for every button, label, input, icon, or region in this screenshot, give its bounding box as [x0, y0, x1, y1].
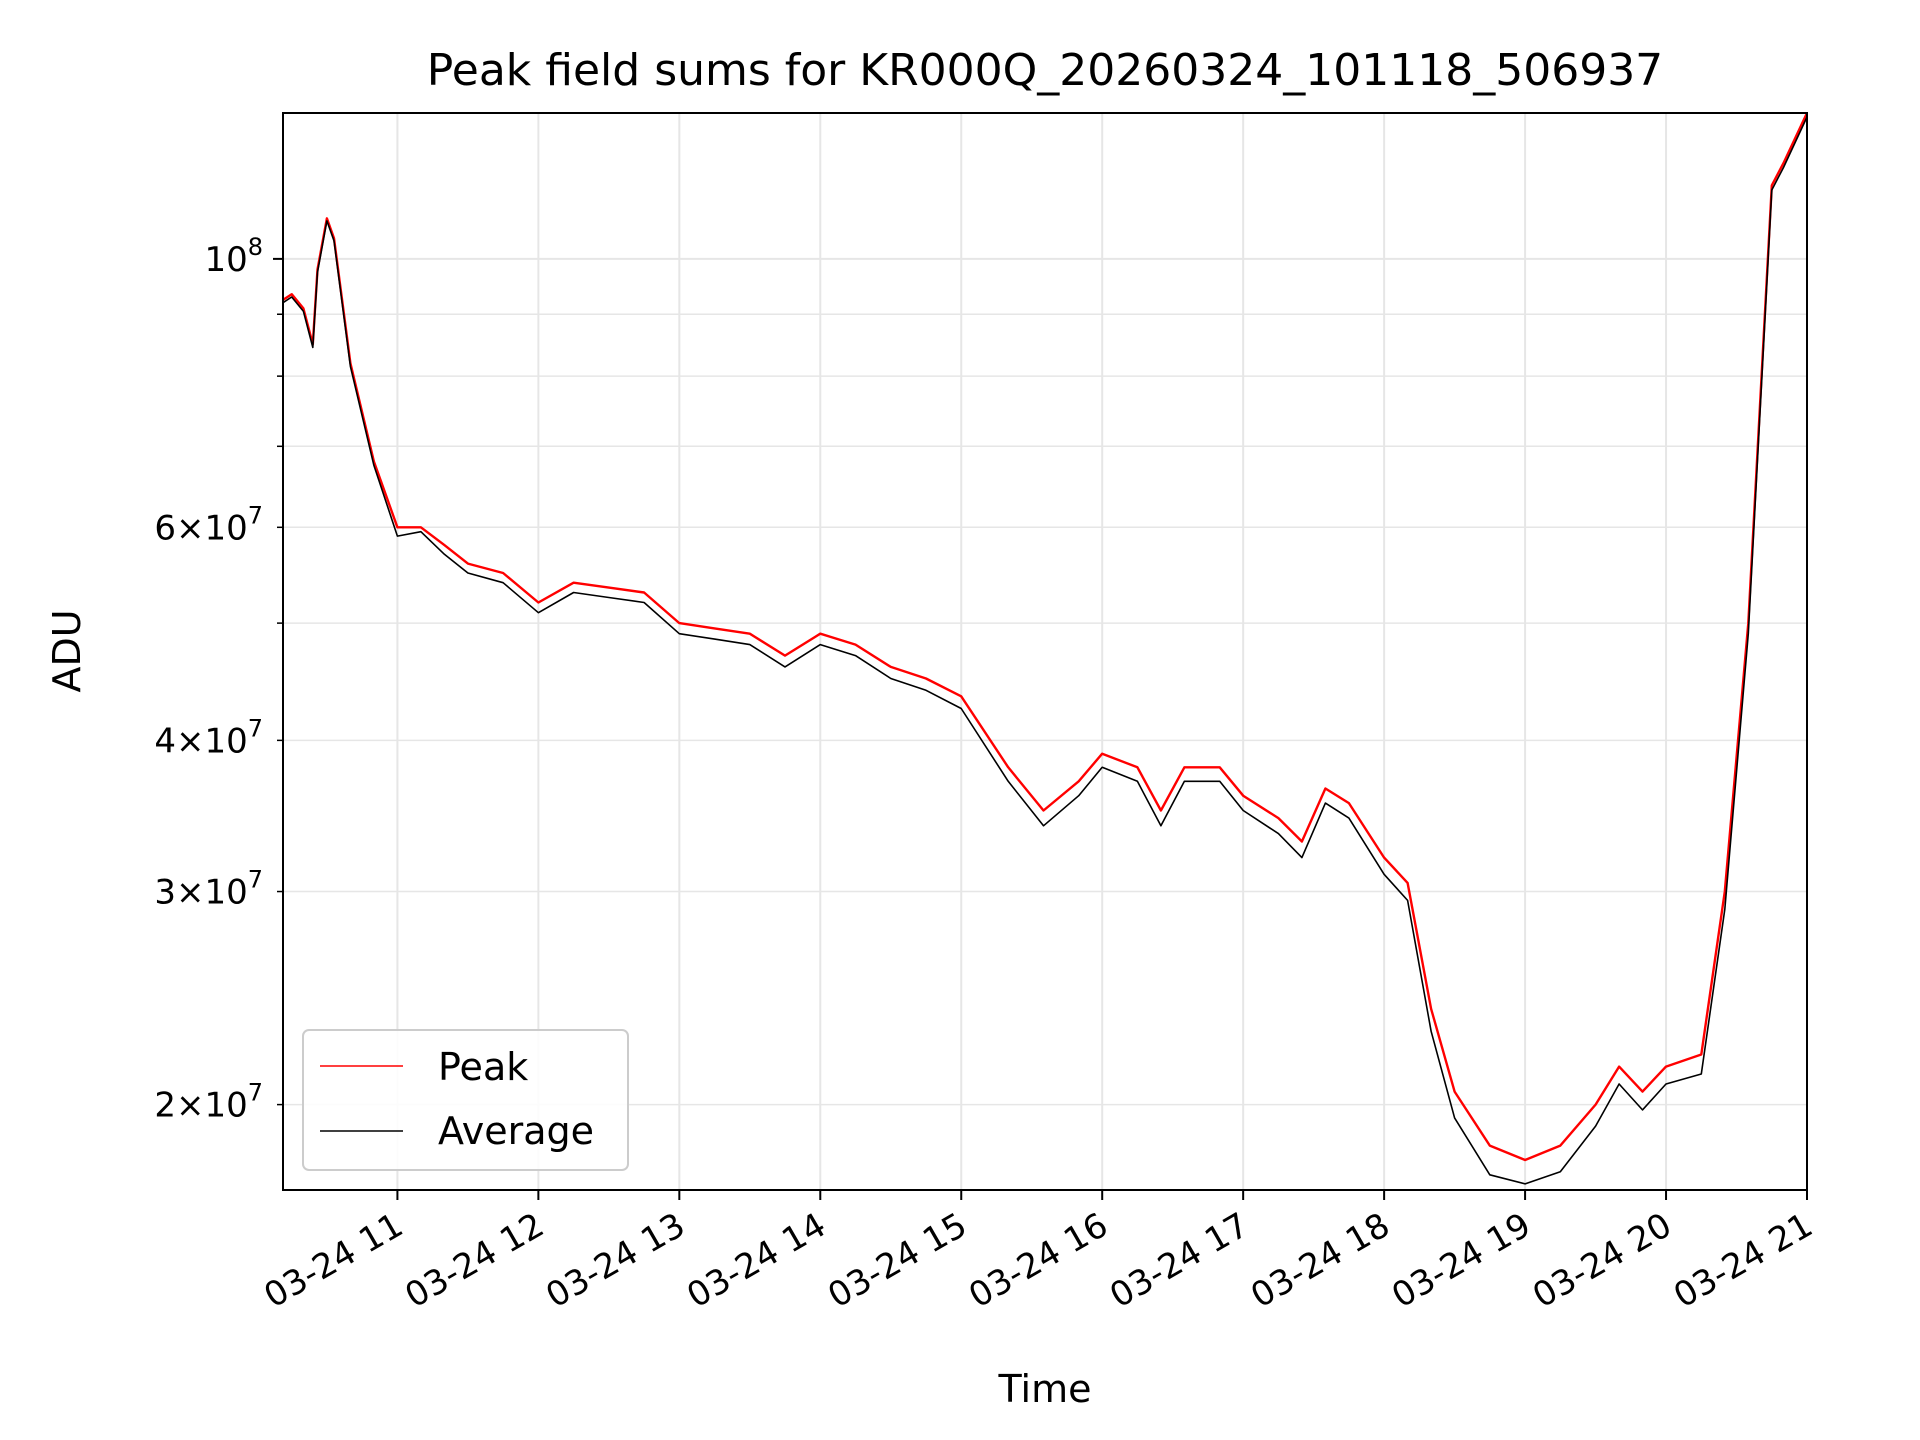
- x-axis-label: Time: [998, 1367, 1092, 1411]
- axes-frame: [282, 112, 1808, 1191]
- legend-average-label: Average: [438, 1109, 594, 1153]
- y-axis-ticks: 108 2×107 3×107 4×107 6×107: [154, 233, 283, 1126]
- legend-peak-label: Peak: [438, 1045, 528, 1089]
- series-line-average: [282, 116, 1808, 1185]
- y-axis-label: ADU: [45, 609, 89, 692]
- y-tick-label: 6×107: [154, 501, 263, 548]
- y-tick-label: 4×107: [154, 714, 263, 761]
- legend: Peak Average: [302, 1029, 629, 1171]
- y-tick-label: 3×107: [154, 866, 263, 913]
- chart-title: Peak field sums for KR000Q_20260324_1011…: [427, 45, 1663, 96]
- legend-box: [302, 1029, 629, 1171]
- series-line-peak: [282, 112, 1809, 1162]
- y-tick-label: 2×107: [154, 1079, 263, 1126]
- series-lines: [282, 112, 1809, 1185]
- y-tick-label: 108: [204, 233, 263, 280]
